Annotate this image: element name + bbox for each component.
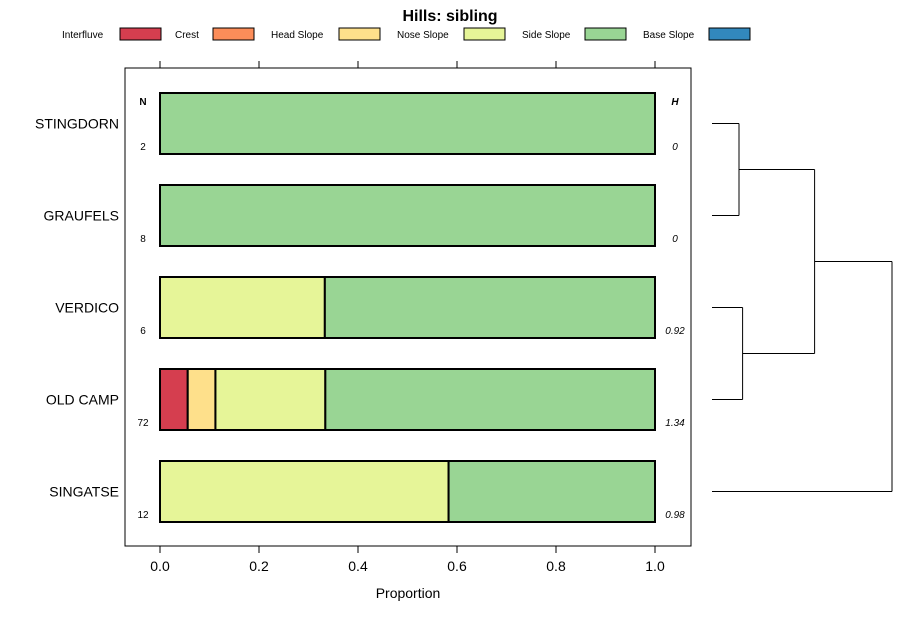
- legend-label-side-slope: Side Slope: [522, 30, 571, 41]
- legend-swatch-nose-slope: [463, 27, 506, 41]
- legend-swatch-interfluve: [119, 27, 162, 41]
- x-axis: 0.0 0.2 0.4 0.6 0.8 1.0: [150, 61, 665, 574]
- bar-segment-graufels-side-slope: [159, 184, 656, 247]
- n-value-stingdorn: 2: [140, 142, 146, 153]
- legend-swatch-crest: [212, 27, 255, 41]
- n-value-old-camp: 72: [137, 418, 149, 429]
- n-value-graufels: 8: [140, 234, 146, 245]
- legend-swatch-head-slope: [338, 27, 381, 41]
- bar-segment-stingdorn-side-slope: [159, 92, 656, 155]
- h-value-old-camp: 1.34: [665, 418, 685, 429]
- h-value-graufels: 0: [672, 234, 678, 245]
- legend-label-crest: Crest: [175, 30, 199, 41]
- x-tick-label-1: 0.2: [249, 558, 269, 574]
- y-label-singatse: SINGATSE: [49, 484, 119, 500]
- n-value-singatse: 12: [137, 510, 149, 521]
- y-label-stingdorn: STINGDORN: [35, 116, 119, 132]
- h-value-stingdorn: 0: [672, 142, 678, 153]
- x-tick-label-5: 1.0: [645, 558, 665, 574]
- h-value-singatse: 0.98: [665, 510, 685, 521]
- x-tick-label-3: 0.6: [447, 558, 467, 574]
- legend-label-head-slope: Head Slope: [271, 30, 324, 41]
- bar-segment-old-camp-interfluve: [159, 368, 189, 431]
- dendrogram: [712, 123, 893, 492]
- y-label-verdico: VERDICO: [55, 300, 119, 316]
- bar-segment-verdico-nose-slope: [159, 276, 326, 339]
- chart-title: Hills: sibling: [402, 8, 497, 25]
- bar-segment-singatse-nose-slope: [159, 460, 450, 523]
- legend-label-interfluve: Interfluve: [62, 30, 104, 41]
- x-tick-label-2: 0.4: [348, 558, 368, 574]
- n-value-verdico: 6: [140, 326, 146, 337]
- y-label-graufels: GRAUFELS: [44, 208, 119, 224]
- legend-label-nose-slope: Nose Slope: [397, 30, 449, 41]
- h-column-header: H: [671, 97, 679, 108]
- y-label-old-camp: OLD CAMP: [46, 392, 119, 408]
- bar-segment-singatse-side-slope: [447, 460, 656, 523]
- legend-swatch-base-slope: [708, 27, 751, 41]
- bar-segment-old-camp-side-slope: [324, 368, 656, 431]
- bar-rows: STINGDORN 2 0 GRAUFELS 8 0 VERDICO 6 0.92 OLD CAM…: [35, 92, 685, 523]
- x-tick-label-4: 0.8: [546, 558, 566, 574]
- legend-swatch-side-slope: [584, 27, 627, 41]
- legend-label-base-slope: Base Slope: [643, 30, 695, 41]
- plot-frame: [124, 67, 692, 547]
- h-value-verdico: 0.92: [665, 326, 685, 337]
- legend: Interfluve Crest Head Slope Nose Slope Side …: [62, 27, 751, 41]
- bar-segment-old-camp-nose-slope: [214, 368, 327, 431]
- bar-segment-old-camp-head-slope: [186, 368, 217, 431]
- n-column-header: N: [139, 97, 146, 108]
- x-axis-label: Proportion: [376, 585, 441, 601]
- bar-segment-verdico-side-slope: [323, 276, 656, 339]
- x-tick-label-0: 0.0: [150, 558, 170, 574]
